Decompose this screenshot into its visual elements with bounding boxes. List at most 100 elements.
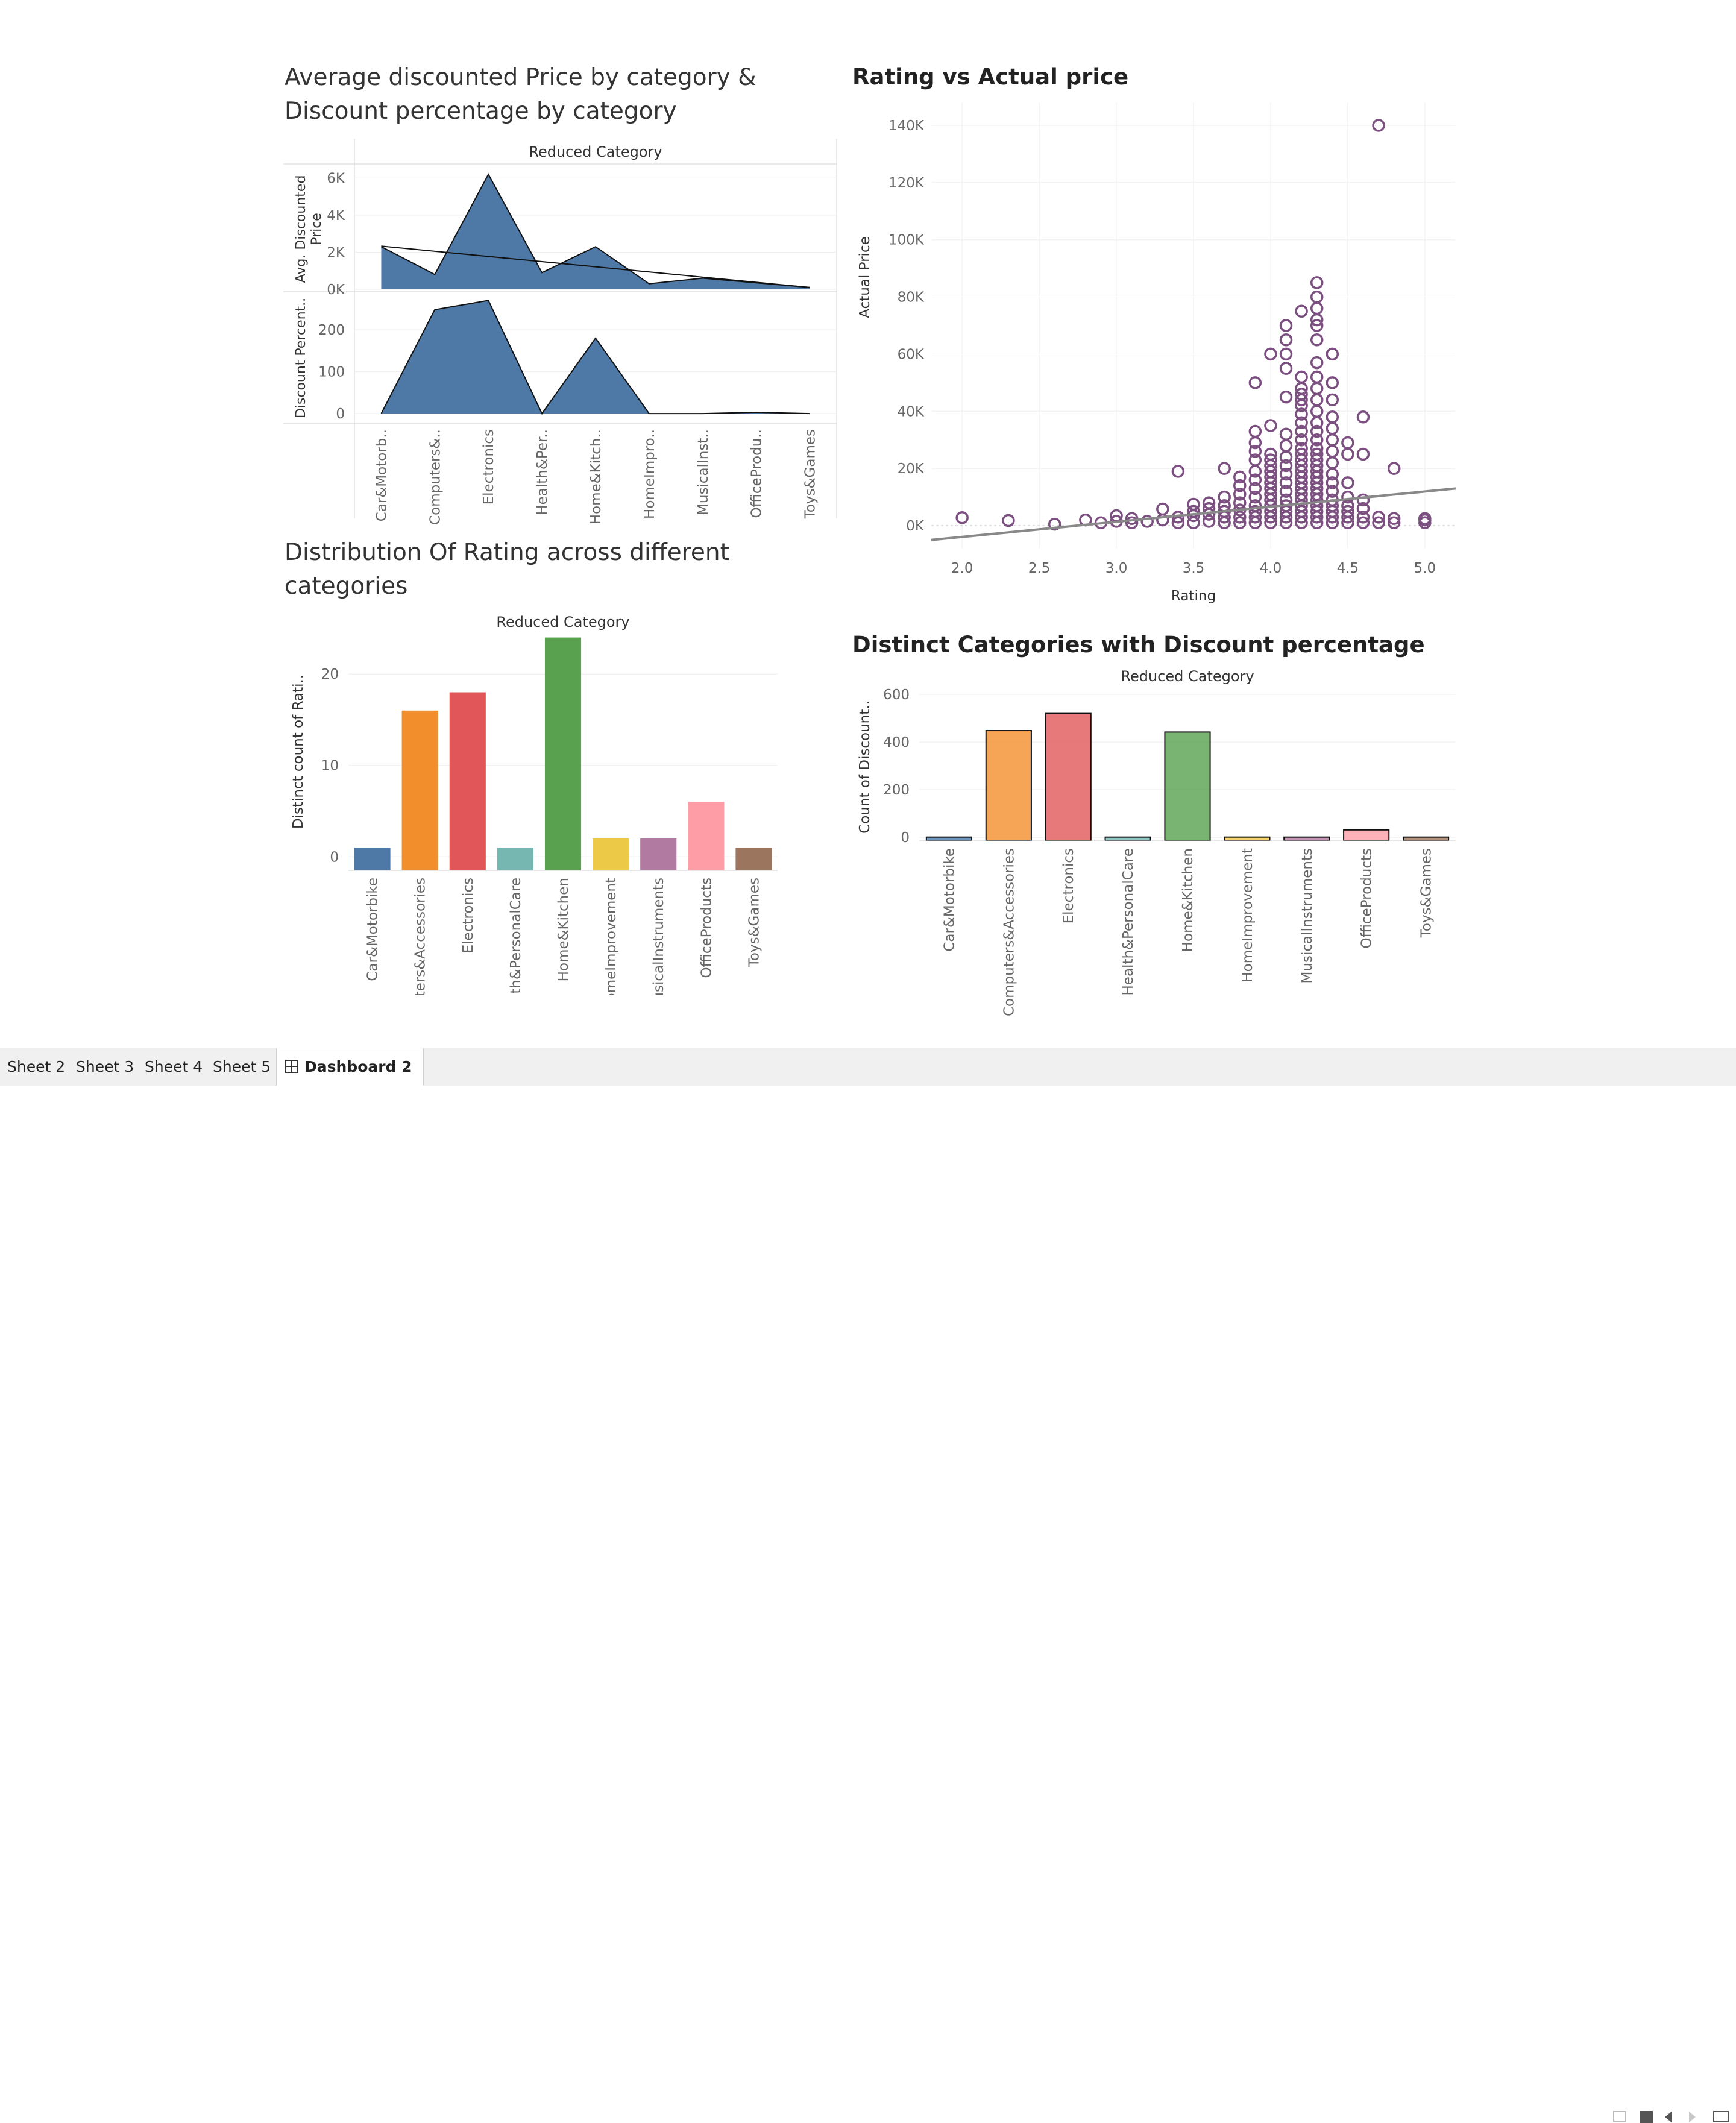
scatter-point [1202, 496, 1216, 509]
sheet-tab-bar: Sheet 2 Sheet 3 Sheet 4 Sheet 5 Dashboar… [0, 1048, 1736, 2123]
scatter-point [1326, 410, 1339, 424]
scatter-point [1279, 333, 1293, 347]
rating_dist-y-tick: 0 [330, 849, 339, 865]
scatter-point [1372, 511, 1385, 524]
rating_dist-x-tick: Health&PersonalCare [508, 878, 524, 995]
rating-dist-panel: Distribution Of Rating across different … [283, 536, 850, 995]
rating_dist-x-tick: OfficeProducts [699, 878, 714, 978]
scatter-point [1002, 514, 1015, 527]
area-x-tick: MusicalInst.. [696, 429, 711, 515]
next-sheet-icon[interactable] [1689, 2112, 1696, 2122]
tab-sheet-5[interactable]: Sheet 5 [213, 1058, 271, 1075]
discount_count-bar [1164, 731, 1211, 842]
area-y-tick: 6K [327, 171, 345, 186]
scatter-point [1125, 512, 1139, 525]
rating-dist-chart[interactable]: Reduced Category 0 10 20 Distinct count of R… [283, 609, 850, 995]
scatter-point [1248, 505, 1262, 518]
scatter-point [1341, 436, 1354, 450]
presentation-mode-icon[interactable] [1713, 2111, 1729, 2122]
scatter-point [1326, 444, 1339, 458]
scatter-y-label: Actual Price [857, 236, 873, 318]
discount_count-bar [985, 730, 1032, 841]
scatter-point [1295, 370, 1308, 384]
discount_count-x-tick: MusicalInstruments [1300, 848, 1315, 983]
scatter-y-tick: 80K [898, 290, 925, 306]
discount_count-bar [1283, 836, 1330, 842]
rating_dist-x-tick: HomeImprovement [603, 878, 619, 995]
scatter-point [1279, 439, 1293, 452]
single-view-icon[interactable] [1640, 2111, 1653, 2123]
discount_count-x-tick: Toys&Games [1419, 848, 1435, 938]
scatter-point [1187, 497, 1200, 511]
scatter-point [1233, 488, 1247, 501]
scatter-point [1310, 333, 1324, 347]
discount_count-y-label: Count of Discount.. [857, 700, 873, 834]
scatter-y-tick: 140K [888, 118, 925, 134]
area-x-tick: Health&Per.. [535, 429, 550, 515]
scatter-y-tick: 60K [898, 347, 925, 362]
scatter-point [1326, 433, 1339, 447]
tab-sheet-3[interactable]: Sheet 3 [76, 1058, 134, 1075]
scatter-point [1295, 442, 1308, 455]
rating_dist-bar [354, 848, 391, 870]
scatter-point [1341, 505, 1354, 518]
discount_count-x-tick: Health&PersonalCare [1121, 848, 1136, 996]
tab-sheet-4[interactable]: Sheet 4 [145, 1058, 203, 1075]
grid-view-icon[interactable] [1613, 2111, 1626, 2122]
scatter-point [1264, 419, 1277, 432]
scatter-point [1248, 490, 1262, 504]
scatter-point [1279, 347, 1293, 361]
area-x-tick: HomeImpro.. [642, 429, 658, 519]
scatter-point [1326, 485, 1339, 498]
area-x-tick: Home&Kitch.. [588, 429, 604, 524]
rating_dist-x-tick: Toys&Games [746, 878, 762, 967]
dashboard-grid-icon [285, 1060, 298, 1073]
scatter-y-tick: 40K [898, 404, 925, 420]
scatter-point [1387, 512, 1401, 525]
scatter-point [1310, 393, 1324, 407]
scatter-point [1356, 502, 1370, 515]
scatter-title: Rating vs Actual price [852, 64, 1129, 90]
rating_dist-x-tick: Home&Kitchen [556, 878, 571, 981]
scatter-point [1264, 453, 1277, 467]
scatter-point [1356, 511, 1370, 524]
rating_dist-bar [401, 710, 438, 870]
area-chart[interactable]: Reduced Category 0K 2K 4K 6K Avg. Discounted P… [283, 139, 850, 524]
discount_count-bar [1104, 836, 1151, 842]
scatter-point [1233, 516, 1247, 530]
scatter-point [1248, 473, 1262, 486]
area-y-tick: 4K [327, 208, 345, 224]
tab-dashboard-2[interactable]: Dashboard 2 [276, 1048, 424, 1086]
scatter-point [1218, 490, 1231, 504]
scatter-y-tick: 0K [906, 518, 925, 534]
area-chart-title-line1: Average discounted Price by category & [285, 64, 756, 91]
discount_count-y-tick: 400 [883, 735, 910, 750]
area-header: Reduced Category [529, 143, 662, 160]
area-x-tick: Electronics [481, 429, 497, 505]
rating_dist-bar [544, 637, 582, 870]
discount_count-x-tick: Electronics [1061, 848, 1077, 923]
scatter-point [1218, 462, 1231, 475]
rating-dist-title-line2: categories [285, 573, 408, 600]
scatter-point [1233, 496, 1247, 509]
rating_dist-bar [497, 848, 533, 870]
scatter-point [1326, 347, 1339, 361]
scatter-point [1372, 119, 1385, 132]
scatter-x-tick: 3.0 [1105, 561, 1128, 576]
discount-count-chart[interactable]: Reduced Category 0 200 400 600 Count of Disco… [850, 663, 1465, 1025]
scatter-point [1279, 467, 1293, 481]
scatter-chart[interactable]: 2.0 2.5 3.0 3.5 4.0 4.5 5.0 0K 20K 40K 60K 80K 100K 1… [850, 96, 1465, 615]
scatter-point [1310, 276, 1324, 289]
area-series-2 [381, 300, 810, 414]
discount_count-bar [1045, 712, 1092, 841]
rating_dist-y-tick: 20 [321, 667, 339, 682]
area-y-label-2: Price [309, 213, 324, 245]
scatter-trend-line [931, 487, 1456, 541]
scatter-point [1295, 388, 1308, 401]
prev-sheet-icon[interactable] [1665, 2112, 1672, 2122]
scatter-x-label: Rating [1171, 588, 1216, 604]
scatter-point [1356, 493, 1370, 507]
area-trend-line [381, 245, 810, 288]
scatter-point [1356, 516, 1370, 530]
tab-sheet-2[interactable]: Sheet 2 [7, 1058, 66, 1075]
